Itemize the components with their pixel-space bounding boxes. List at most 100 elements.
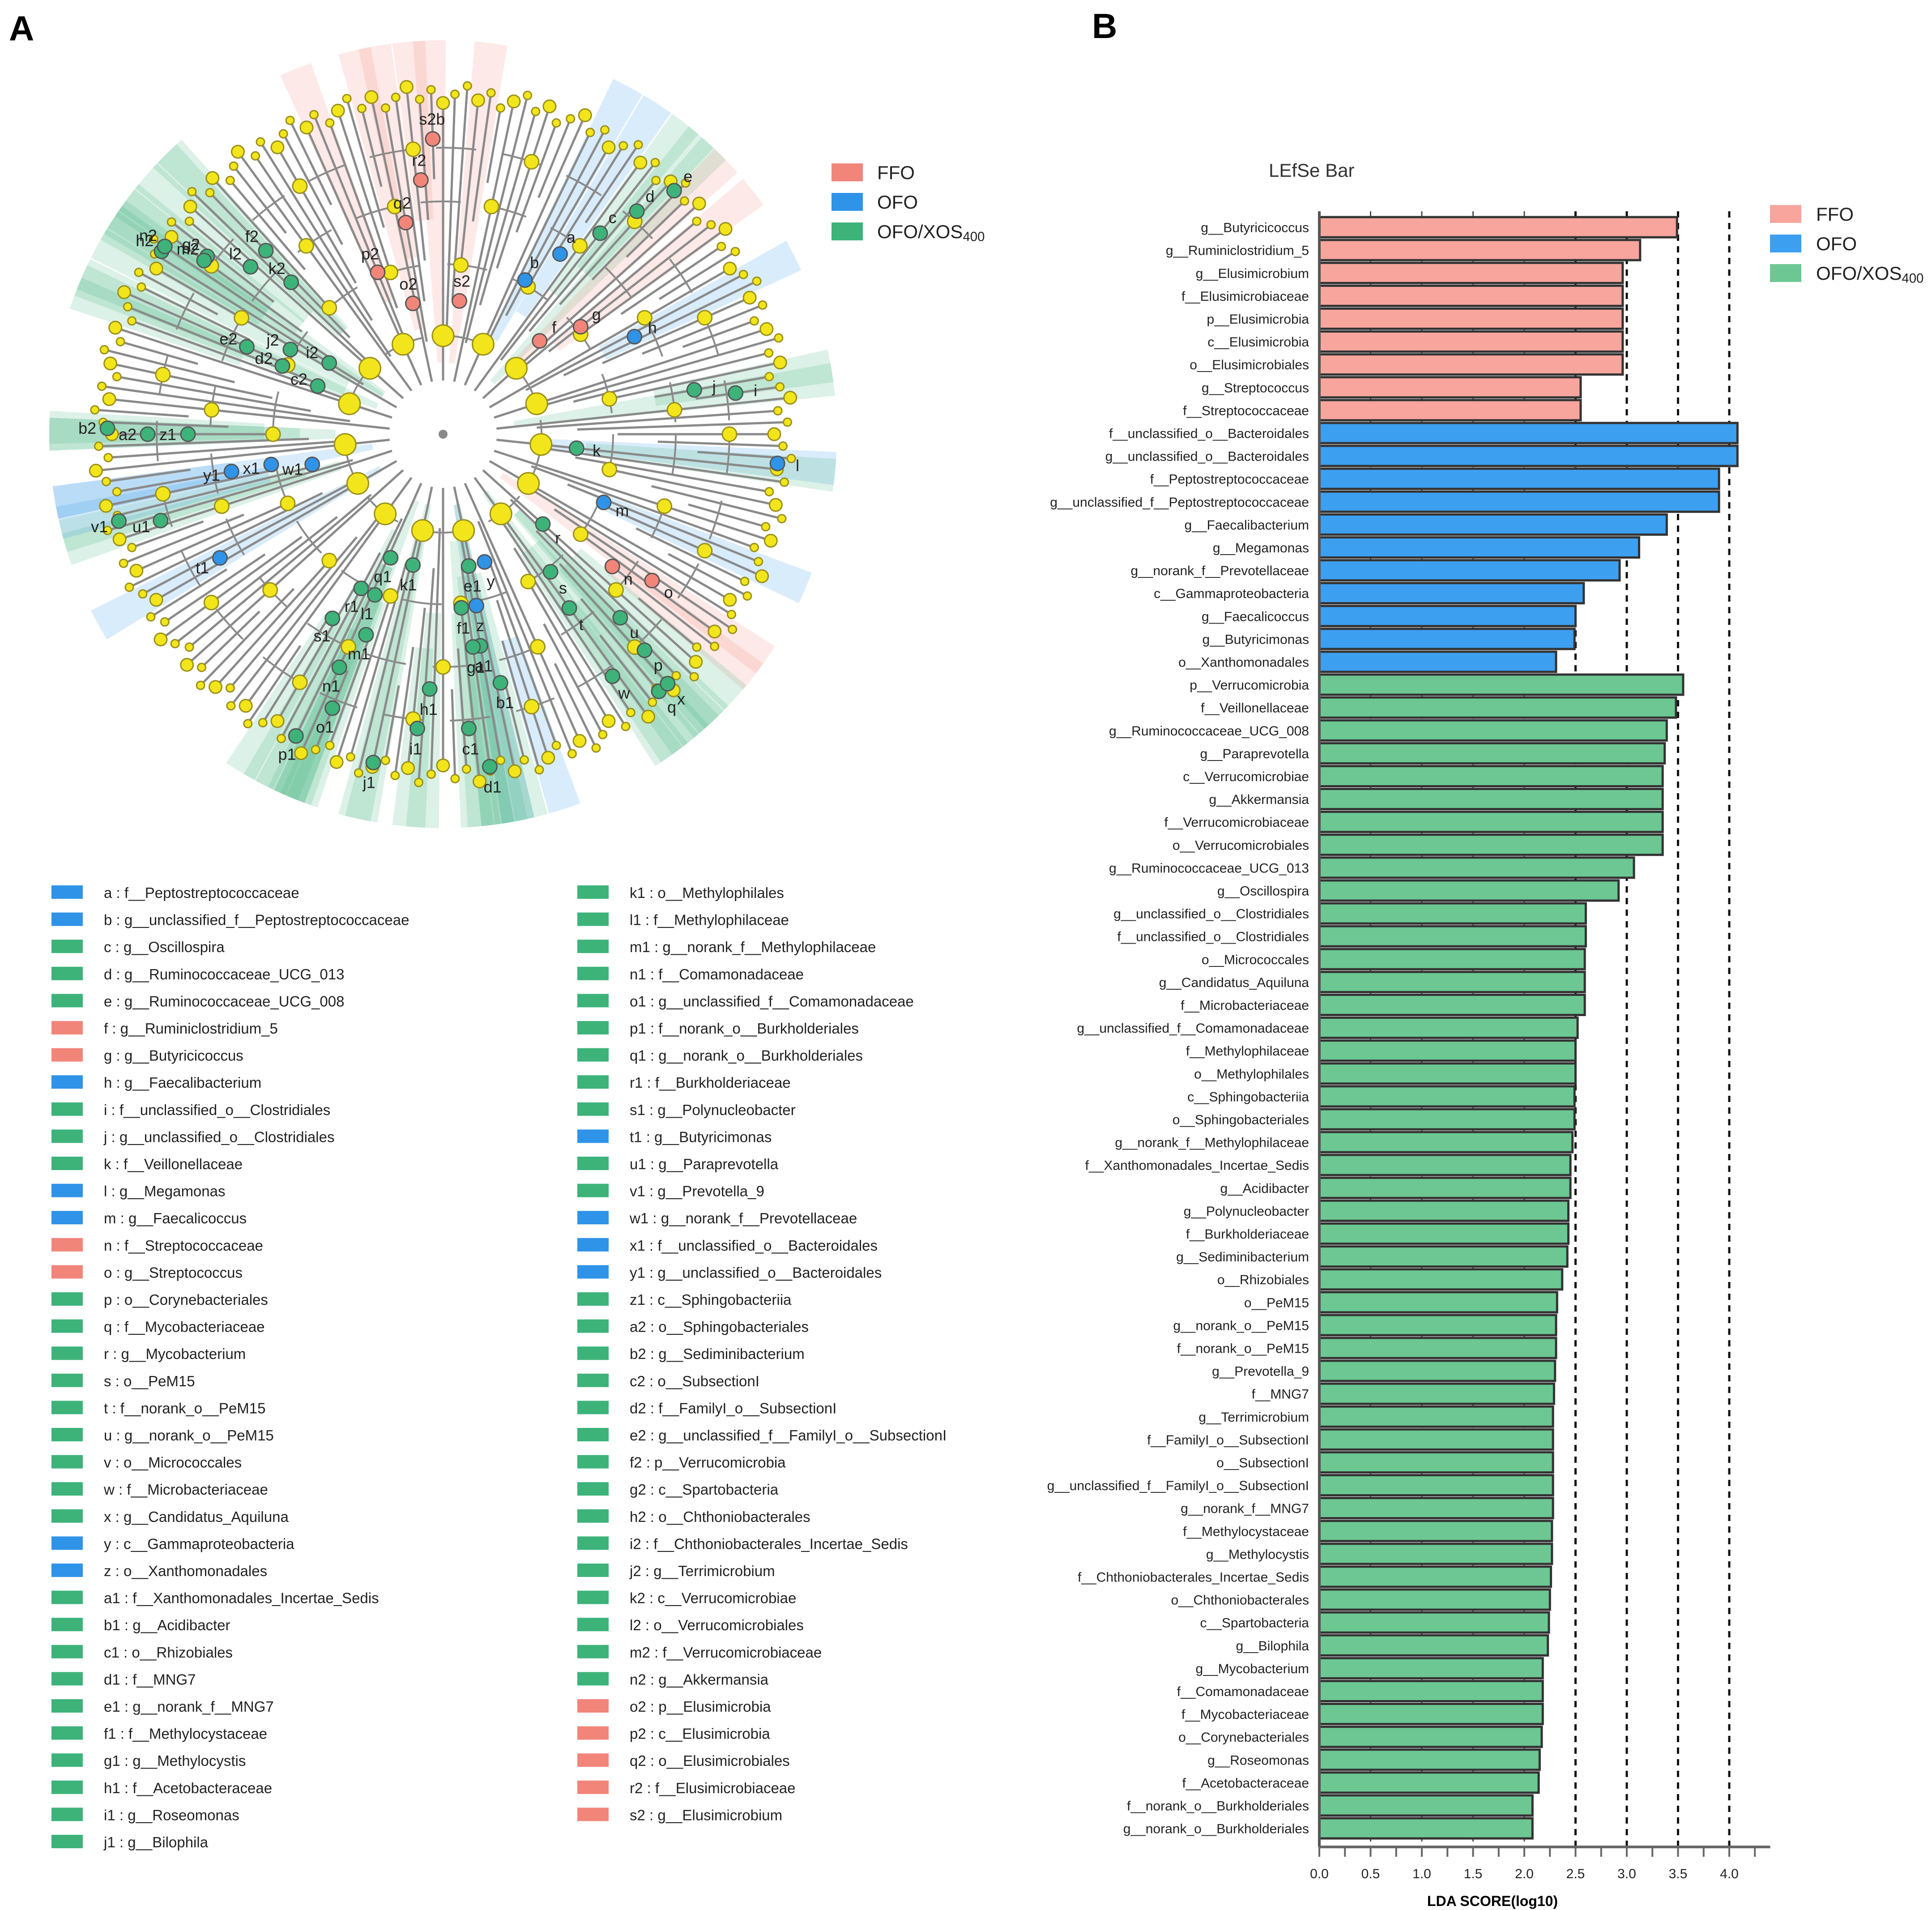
bar-label: g__Terrimicrobium: [1198, 1410, 1309, 1425]
bar-label: g__Akkermansia: [1209, 792, 1309, 807]
branch-line: [384, 685, 400, 761]
bar-label: o__Methylophilales: [1194, 1067, 1309, 1081]
inner-node: [358, 357, 382, 380]
clade-key-swatch: [51, 1753, 83, 1767]
tip-node: [780, 477, 789, 487]
clade-node-w1: [304, 456, 320, 472]
inner-node: [489, 502, 512, 526]
bar-OFO/XOS400: [1318, 1611, 1550, 1634]
clade-key-item: k : f__Veillonellaceae: [104, 1156, 243, 1172]
bar-label: g__Ruminococcaceae_UCG_008: [1109, 724, 1309, 739]
clade-label-s2b: s2b: [419, 110, 445, 128]
branch-line: [602, 504, 763, 577]
inner-node: [483, 198, 499, 214]
tip-node: [94, 441, 103, 451]
branch-line: [229, 179, 306, 270]
tip-node: [160, 617, 170, 627]
clade-node-k2: [283, 274, 299, 291]
legend-label-2-subscript: 400: [963, 229, 985, 244]
clade-label-a1: a1: [475, 657, 493, 675]
clade-key-item: d1 : f__MNG7: [104, 1671, 196, 1688]
bar-OFO/XOS400: [1318, 1131, 1574, 1154]
clade-label-k1: k1: [400, 576, 417, 594]
clade-key-item: j1 : g__Bilophila: [103, 1834, 209, 1850]
clade-label-m2: m2: [177, 240, 199, 258]
bar-label: g__norank_f__Prevotellaceae: [1130, 564, 1309, 578]
branch-line: [136, 504, 284, 572]
clade-key-swatch: [577, 912, 609, 926]
tip-node: [124, 582, 134, 592]
branch-line: [477, 521, 573, 754]
bar-label: g__Megamonas: [1213, 541, 1309, 555]
branch-line: [537, 118, 572, 198]
clade-label-l1: l1: [361, 604, 373, 623]
branch-line: [328, 636, 371, 746]
clade-key-swatch: [51, 1428, 83, 1441]
clade-node-u1: [153, 513, 169, 529]
bar-label: g__Methylocystis: [1206, 1547, 1309, 1562]
clade-highlight-sector: [550, 439, 837, 485]
tip-node: [775, 382, 785, 392]
branch-line: [138, 271, 218, 316]
clade-key-item: m : g__Faecalicoccus: [104, 1210, 247, 1226]
clade-node-g1: [465, 639, 481, 655]
bar-legend-label-1-main: OFO: [1816, 233, 1857, 254]
bar-OFO/XOS400: [1318, 1359, 1557, 1382]
clade-label-w: w: [618, 684, 630, 702]
bar-OFO: [1318, 559, 1621, 582]
tip-node: [342, 94, 352, 103]
tree-root: [439, 430, 448, 439]
tip-node: [309, 110, 319, 120]
clade-label-e: e: [683, 167, 692, 185]
clade-key-item: v : o__Micrococcales: [104, 1454, 242, 1471]
clade-label-k2: k2: [269, 259, 286, 278]
clade-highlight-sector: [338, 47, 423, 331]
inner-node: [517, 472, 540, 495]
branch-line: [405, 87, 426, 261]
legend-label-1-main: OFO: [877, 192, 918, 213]
clade-highlight-sector: [516, 95, 671, 318]
clade-key-swatch: [577, 885, 609, 899]
clade-node-u: [612, 610, 628, 626]
branch-line: [460, 100, 479, 261]
bar-OFO/XOS400: [1318, 1085, 1576, 1108]
tip-node: [127, 316, 137, 326]
tip-node: [149, 234, 158, 244]
branch-line: [94, 409, 189, 418]
clade-key-swatch: [577, 1129, 609, 1143]
tip-node: [112, 532, 127, 547]
clade-node-o1: [324, 700, 341, 716]
tip-node: [166, 217, 176, 227]
clade-node-y: [477, 554, 493, 570]
branch-line: [276, 585, 357, 722]
tip-node: [108, 320, 123, 335]
inner-node: [530, 639, 546, 655]
x-tick-label: 1.5: [1464, 1867, 1483, 1881]
clade-key-item: e : g__Ruminococcaceae_UCG_008: [104, 993, 345, 1009]
tip-node: [723, 261, 737, 276]
tip-node: [551, 118, 561, 128]
clade-key-item: r2 : f__Elusimicrobiaceae: [630, 1780, 796, 1796]
clade-key-item: u : g__norank_o__PeM15: [104, 1427, 274, 1444]
tip-node: [567, 749, 577, 759]
clade-key-swatch: [577, 1346, 609, 1360]
clade-key-item: f1 : f__Methylocystaceae: [104, 1726, 267, 1742]
branch-line: [584, 144, 640, 223]
tip-node: [325, 118, 335, 128]
clade-label-b1: b1: [496, 693, 514, 712]
bar-OFO/XOS400: [1318, 879, 1620, 902]
lefse-bar-chart: LEfSe Bar LDA SCORE(log10) g__Butyricico…: [1047, 160, 1924, 1909]
clade-key-swatch: [577, 1780, 609, 1794]
clade-key-swatch: [577, 1075, 609, 1089]
clade-node-x: [660, 675, 676, 692]
tip-node: [727, 610, 737, 620]
clade-label-j: j: [712, 377, 716, 396]
bar-label: g__Faecalicoccus: [1202, 609, 1309, 624]
clade-key-item: a : f__Peptostreptococcaceae: [104, 884, 299, 901]
bar-label: o__Chthoniobacterales: [1171, 1593, 1309, 1608]
bar-label: o__Verrucomicrobiales: [1173, 838, 1309, 853]
tip-node: [102, 526, 112, 535]
clade-key-item: n1 : f__Comamonadaceae: [630, 966, 804, 983]
tip-node: [154, 632, 168, 646]
clade-key-item: o2 : p__Elusimicrobia: [630, 1698, 771, 1715]
